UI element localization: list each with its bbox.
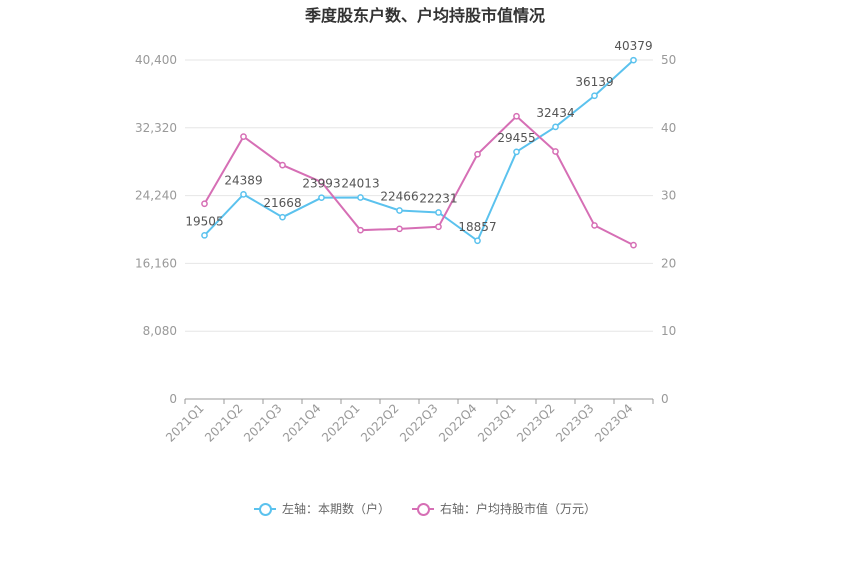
data-point <box>591 222 598 229</box>
data-label: 24013 <box>341 177 379 191</box>
legend-label-households: 左轴：本期数（户） <box>281 502 390 516</box>
data-point <box>357 226 364 234</box>
data-point <box>201 231 208 239</box>
data-point <box>318 194 325 202</box>
data-label: 22466 <box>380 189 418 203</box>
data-label: 32434 <box>536 106 574 120</box>
data-point <box>396 207 403 214</box>
data-point <box>357 194 364 201</box>
data-point <box>279 161 286 169</box>
x-axis-category-label: 2023Q1 <box>475 401 519 445</box>
data-label: 23993 <box>302 177 340 191</box>
legend-item-avg-holding-value[interactable]: 右轴：户均持股市值（万元） <box>412 500 596 517</box>
data-label: 18857 <box>458 220 496 234</box>
x-axis-category-label: 2021Q1 <box>163 401 207 445</box>
data-point <box>630 241 637 249</box>
data-point <box>630 56 637 64</box>
left-axis-tick-label: 16,160 <box>135 256 177 270</box>
data-point <box>552 123 559 131</box>
axes: 0 0 8,080 10 16,160 20 24,240 30 32,320 40 40,400 5… <box>135 53 676 445</box>
x-axis-category-label: 2021Q3 <box>241 401 285 445</box>
data-point <box>240 133 247 140</box>
x-axis-category-label: 2021Q2 <box>202 401 246 445</box>
data-label: 19505 <box>185 214 223 228</box>
data-point <box>279 213 286 221</box>
data-point <box>513 112 520 120</box>
legend-swatch-avg-holding-value <box>412 502 434 516</box>
data-label: 21668 <box>263 196 301 210</box>
left-axis-tick-label: 24,240 <box>135 189 177 203</box>
x-axis-category-label: 2022Q4 <box>436 401 480 445</box>
x-axis-category-label: 2022Q3 <box>397 401 441 445</box>
series-line-avg-holding-value <box>203 114 634 246</box>
data-point <box>513 148 520 156</box>
data-point <box>396 225 403 233</box>
x-axis-category-label: 2023Q4 <box>592 401 636 445</box>
data-point <box>474 237 481 245</box>
gridlines <box>185 59 653 332</box>
x-axis-category-label: 2023Q3 <box>553 401 597 445</box>
series-line-households <box>203 59 635 243</box>
data-point <box>435 209 442 216</box>
data-label: 40379 <box>614 39 652 53</box>
data-point <box>435 223 442 231</box>
legend-swatch-households <box>253 502 276 516</box>
data-label: 22231 <box>419 191 457 205</box>
series <box>201 56 637 249</box>
data-point <box>591 92 598 100</box>
left-axis-tick-label: 0 <box>169 392 177 406</box>
left-axis-tick-label: 32,320 <box>135 121 177 135</box>
data-point <box>552 148 559 155</box>
right-axis-tick-label: 20 <box>661 256 676 270</box>
right-axis-tick-label: 10 <box>661 324 676 338</box>
data-point <box>201 200 208 208</box>
data-label: 36139 <box>575 75 613 89</box>
x-axis-category-label: 2021Q4 <box>280 401 324 445</box>
data-point <box>474 150 481 158</box>
legend-item-households[interactable]: 左轴：本期数（户） <box>253 500 390 517</box>
data-point <box>318 178 325 186</box>
right-axis-tick-label: 40 <box>661 121 676 135</box>
right-axis-tick-label: 30 <box>661 189 676 203</box>
right-axis-tick-label: 0 <box>661 392 669 406</box>
left-axis-tick-label: 40,400 <box>135 53 177 67</box>
data-point <box>240 190 247 198</box>
data-label: 24389 <box>224 173 262 187</box>
left-axis-tick-label: 8,080 <box>143 324 177 338</box>
data-label: 29455 <box>497 131 535 145</box>
x-axis-category-label: 2022Q2 <box>358 401 402 445</box>
x-axis-category-label: 2023Q2 <box>514 401 558 445</box>
legend-label-avg-holding-value: 右轴：户均持股市值（万元） <box>440 502 597 516</box>
x-axis-category-label: 2022Q1 <box>319 401 363 445</box>
right-axis-tick-label: 50 <box>661 53 676 67</box>
chart-title: 季度股东户数、户均持股市值情况 <box>304 6 545 25</box>
legend: 左轴：本期数（户） 右轴：户均持股市值（万元） <box>0 500 850 517</box>
